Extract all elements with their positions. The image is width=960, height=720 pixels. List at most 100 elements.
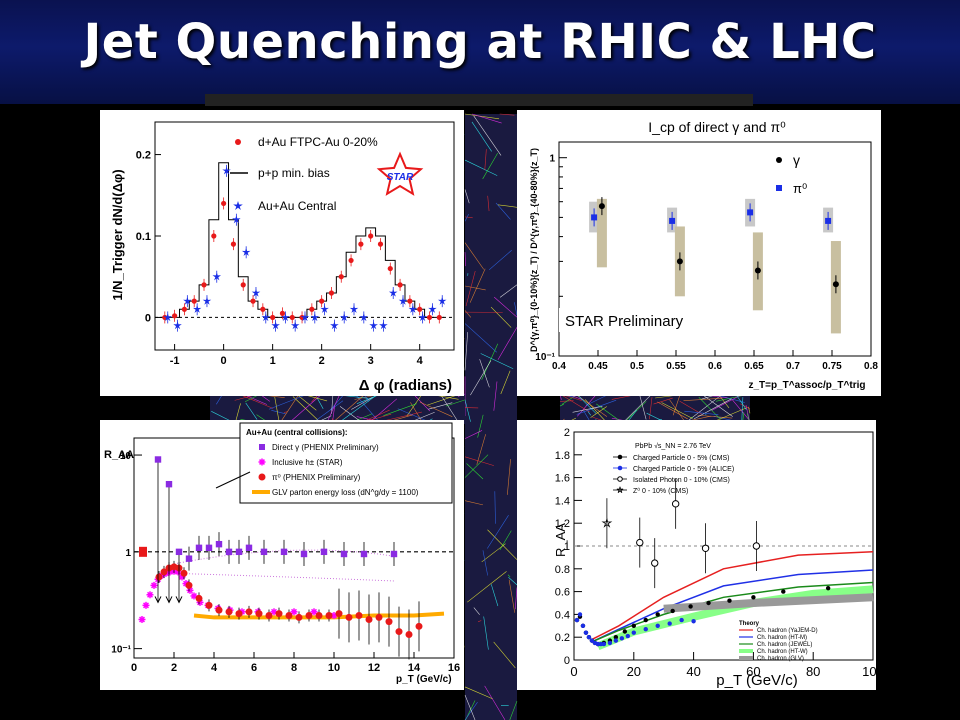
direct-gamma-point [154,456,162,463]
bg-track [464,216,473,219]
star-logo-text: STAR [387,172,414,183]
bg-track [735,393,747,410]
legend-label: Isolated Photon 0 - 10% (CMS) [633,477,730,484]
bg-track [494,491,496,524]
pi0-point [305,611,313,619]
cms-charged-point [670,608,675,614]
legend-label: Z⁰ 0 - 10% (CMS) [633,487,688,495]
direct-gamma-point [300,550,308,558]
title-bar: Jet Quenching at RHIC & LHC [0,0,960,104]
isolated-photon-point [636,538,644,547]
bg-track [499,284,518,298]
bg-track [508,577,518,586]
bg-track [483,616,489,650]
gamma-sys-box [596,198,607,268]
pi0-point [395,628,403,636]
bg-track [493,296,518,318]
bg-track [351,397,373,410]
dau-point [289,314,295,321]
legend-label-direct-gamma: Direct γ (PHENIX Preliminary) [272,443,379,452]
bg-track [495,202,511,220]
glv-band [193,611,445,620]
hadron-point [310,608,318,616]
pi0-point [215,606,223,614]
alice-charged-point [631,630,636,635]
auau-point [349,304,359,313]
alice-charged-point [655,623,660,628]
alice-charged-point [607,640,613,646]
direct-gamma-point [175,548,183,556]
isolated-photon-point [752,542,761,550]
panel-icp-direct-gamma: I_cp of direct γ and π⁰ 0.4 0.45 0.5 0.55 0.6… [517,110,881,396]
legend-marker-gamma [776,157,782,163]
auau-point [359,312,369,322]
bg-track [482,550,488,576]
hadron-point [186,586,194,594]
bg-track [490,584,499,607]
alice-charged-point [580,623,586,628]
bg-track [508,579,516,613]
y-tick-label: 0 [145,312,151,324]
cms-charged-point [688,604,693,609]
y-tick-label: 0 [564,655,570,667]
legend-label: Charged Particle 0 - 5% (CMS) [633,455,729,462]
y-tick-label: 10⁻¹ [111,645,131,656]
bg-track [479,359,490,388]
x-axis-label: p_T (GeV/c) [396,674,452,685]
bg-track [464,113,500,120]
y-tick-label: 2 [564,427,570,439]
alice-charged-point [679,617,684,623]
direct-gamma-point [260,548,268,556]
auau-point [290,321,300,330]
bg-track [576,393,597,414]
legend-marker-hadron [258,458,266,466]
bg-track [384,411,422,422]
legend-marker [617,476,623,482]
dau-point [407,298,413,304]
pi0-point [385,618,393,626]
cms-charged-point [781,589,786,594]
pi0-point [315,611,323,619]
gamma-point [754,267,761,274]
pi0-point [747,209,754,216]
x-tick-label: 0.75 [822,361,842,372]
bg-track [464,285,486,291]
cms-charged-point [622,629,628,634]
legend-label-dau: d+Au FTPC-Au 0-20% [258,135,378,149]
bg-track [464,189,470,204]
theory-htm [591,569,874,643]
bg-track [507,459,511,495]
auau-point [379,321,388,330]
dau-point [221,200,227,207]
x-tick-label: 1 [270,355,276,367]
theory-legend-label: Ch. hadron (HT-W) [757,649,808,655]
y-axis-label: 1/N_Trigger dN/d(Δφ) [110,169,125,300]
alice-charged-point [691,619,696,624]
pi0-point [235,610,243,618]
y-tick-label: 0.2 [136,150,151,162]
bg-track [477,414,484,438]
auau-point [163,312,172,322]
x-tick-label: 16 [448,662,460,674]
bg-track [245,402,258,420]
legend-label-pi0: π⁰ (PHENIX Preliminary) [272,473,361,482]
bg-track [464,430,483,439]
legend-label-auau: Au+Au Central [258,199,336,213]
bg-track [487,195,490,212]
x-tick-label: 100 [862,664,876,679]
pi0-point [335,610,343,618]
bg-track [559,393,590,413]
bg-track [639,394,647,420]
legend-marker [617,465,623,471]
x-tick-label: 2 [171,662,177,674]
auau-point [428,304,437,313]
pi0-point [180,569,188,577]
bg-track [740,403,751,409]
dau-point [397,282,403,288]
y-tick-label: 0.6 [555,587,570,599]
bg-track [481,543,506,563]
bg-track [464,159,498,176]
alice-charged-point [586,635,592,640]
bg-track [283,411,288,413]
direct-gamma-point [340,550,348,558]
